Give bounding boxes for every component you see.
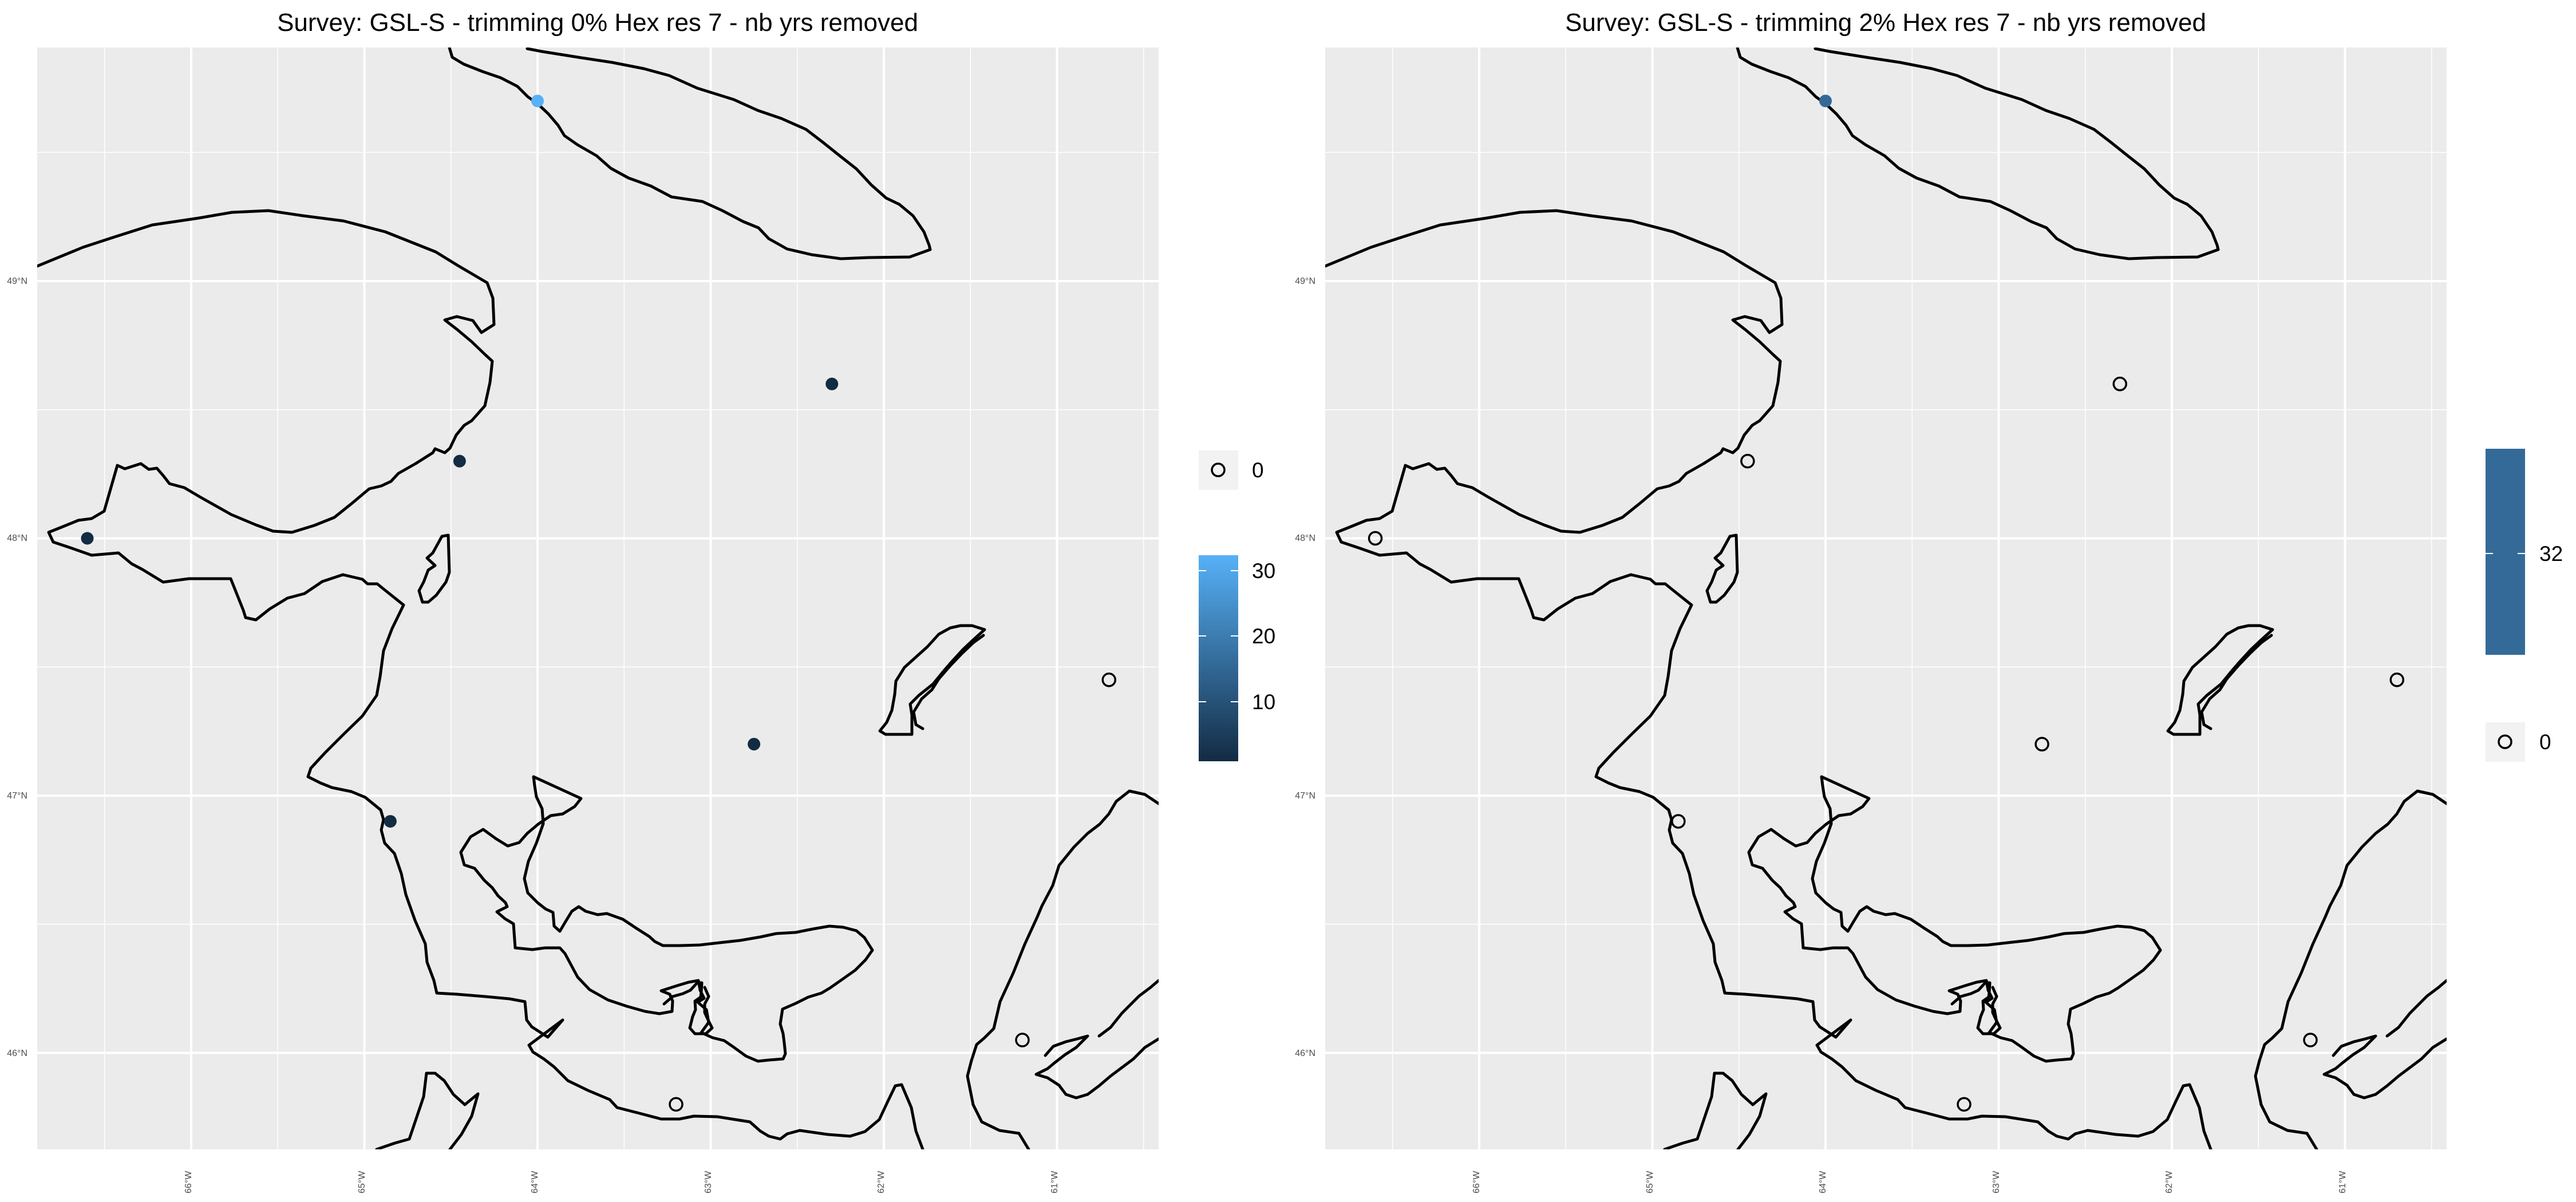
right-points: [1368, 94, 2404, 1112]
left-colorbar-label-10: 10: [1252, 690, 1275, 714]
right-gridlines: [1325, 48, 2447, 1149]
zero-point: [669, 1097, 683, 1112]
filled-point: [453, 454, 466, 468]
left-colorbar: [1199, 555, 1238, 761]
zero-point: [2389, 672, 2404, 687]
right-legend-zero-symbol: [2498, 734, 2512, 749]
zero-point: [2034, 737, 2049, 752]
right-x-tick-66w: 66°W: [1472, 1171, 1481, 1193]
right-colorbar: [2486, 449, 2525, 655]
filled-point: [384, 814, 397, 828]
left-legend: 0 30 20 10: [1199, 450, 1275, 761]
left-x-tick-61w: 61°W: [1050, 1171, 1060, 1193]
left-gridlines: [37, 48, 1159, 1149]
right-y-tick-48n: 48°N: [1295, 533, 1315, 543]
filled-point: [81, 532, 94, 545]
zero-point: [2303, 1033, 2318, 1047]
right-legend-zero-key: [2486, 722, 2525, 762]
left-legend-zero-label: 0: [1252, 458, 1264, 482]
zero-point: [1101, 672, 1116, 687]
right-panel-background: [1325, 48, 2447, 1149]
right-y-axis: 49°N 48°N 47°N 46°N: [1295, 276, 1315, 1058]
left-y-tick-46n: 46°N: [7, 1049, 27, 1058]
right-legend: 32 0: [2486, 449, 2563, 762]
right-y-tick-49n: 49°N: [1295, 276, 1315, 286]
left-x-tick-66w: 66°W: [184, 1171, 193, 1193]
left-y-tick-47n: 47°N: [7, 791, 27, 801]
left-points: [81, 94, 1116, 1112]
right-panel-title: Survey: GSL-S - trimming 2% Hex res 7 - …: [1565, 9, 2206, 37]
left-y-tick-48n: 48°N: [7, 533, 27, 543]
filled-point: [1819, 94, 1832, 108]
right-x-tick-61w: 61°W: [2338, 1171, 2348, 1193]
left-x-axis: 66°W 65°W 64°W 63°W 62°W 61°W: [184, 1171, 1060, 1193]
left-colorbar-label-20: 20: [1252, 624, 1275, 648]
left-x-tick-62w: 62°W: [876, 1171, 886, 1193]
zero-point: [2112, 377, 2127, 392]
zero-point: [1671, 814, 1686, 829]
right-x-tick-62w: 62°W: [2164, 1171, 2174, 1193]
left-legend-zero-symbol: [1211, 462, 1226, 477]
right-x-tick-63w: 63°W: [1992, 1171, 2001, 1193]
left-x-tick-65w: 65°W: [357, 1171, 367, 1193]
right-x-tick-64w: 64°W: [1818, 1171, 1828, 1193]
left-x-tick-63w: 63°W: [704, 1171, 713, 1193]
zero-point: [1368, 531, 1383, 546]
filled-point: [748, 738, 761, 751]
right-colorbar-label-32: 32: [2539, 542, 2563, 566]
left-x-tick-64w: 64°W: [530, 1171, 540, 1193]
zero-point: [1957, 1097, 1971, 1112]
right-panel: Survey: GSL-S - trimming 2% Hex res 7 - …: [1295, 9, 2563, 1193]
filled-point: [531, 94, 544, 108]
left-panel-background: [37, 48, 1159, 1149]
left-y-axis: 49°N 48°N 47°N 46°N: [7, 276, 27, 1058]
right-legend-zero-label: 0: [2539, 730, 2551, 754]
left-legend-zero-key: [1199, 450, 1238, 490]
left-y-tick-49n: 49°N: [7, 276, 27, 286]
right-y-tick-46n: 46°N: [1295, 1049, 1315, 1058]
left-colorbar-label-30: 30: [1252, 559, 1275, 583]
right-y-tick-47n: 47°N: [1295, 791, 1315, 801]
left-panel-title: Survey: GSL-S - trimming 0% Hex res 7 - …: [277, 9, 918, 37]
right-x-tick-65w: 65°W: [1645, 1171, 1655, 1193]
zero-point: [1740, 453, 1755, 469]
zero-point: [1015, 1033, 1030, 1047]
filled-point: [825, 377, 839, 390]
right-x-axis: 66°W 65°W 64°W 63°W 62°W 61°W: [1472, 1171, 2348, 1193]
left-panel: Survey: GSL-S - trimming 0% Hex res 7 - …: [7, 9, 1275, 1193]
